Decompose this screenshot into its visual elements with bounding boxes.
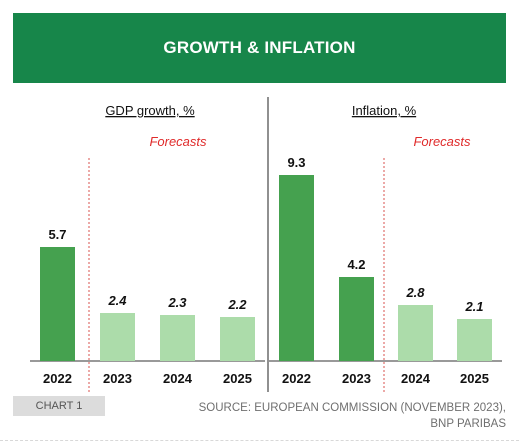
gdp-value-label-2024: 2.3: [167, 295, 187, 310]
gdp-bar-2023: [100, 313, 135, 361]
source-note: SOURCE: EUROPEAN COMMISSION (NOVEMBER 20…: [176, 400, 506, 432]
source-line-2: BNP PARIBAS: [430, 418, 506, 430]
gdp-x-tick-2024: 2024: [163, 371, 193, 386]
chart-title: GROWTH & INFLATION: [163, 38, 356, 57]
gdp-bar-2022: [40, 247, 75, 361]
gdp-bar-2024: [160, 315, 195, 361]
inflation-value-label-2023: 4.2: [347, 257, 365, 272]
gdp-value-label-2023: 2.4: [107, 293, 127, 308]
gdp-x-tick-2023: 2023: [103, 371, 132, 386]
inflation-bar-2023: [339, 277, 374, 361]
gdp-x-tick-2025: 2025: [223, 371, 252, 386]
inflation-bar-2025: [457, 319, 492, 361]
inflation-bar-2024: [398, 305, 433, 361]
chart-number-badge: CHART 1: [13, 396, 105, 416]
gdp-value-label-2025: 2.2: [227, 297, 247, 312]
inflation-bar-2022: [279, 175, 314, 361]
chart-header: GROWTH & INFLATION: [13, 13, 506, 83]
inflation-panel-title: Inflation, %: [352, 103, 417, 118]
gdp-x-tick-2022: 2022: [43, 371, 72, 386]
inflation-x-tick-2024: 2024: [401, 371, 431, 386]
source-line-1: SOURCE: EUROPEAN COMMISSION (NOVEMBER 20…: [198, 402, 506, 414]
inflation-value-label-2025: 2.1: [464, 299, 483, 314]
gdp-value-label-2022: 5.7: [48, 227, 66, 242]
gdp-bar-2025: [220, 317, 255, 361]
inflation-x-tick-2023: 2023: [342, 371, 371, 386]
inflation-value-label-2022: 9.3: [287, 155, 305, 170]
inflation-x-tick-2022: 2022: [282, 371, 311, 386]
inflation-forecast-label: Forecasts: [413, 134, 471, 149]
inflation-value-label-2024: 2.8: [405, 285, 425, 300]
bottom-divider: [0, 440, 519, 441]
gdp-forecast-label: Forecasts: [149, 134, 207, 149]
inflation-x-tick-2025: 2025: [460, 371, 489, 386]
gdp-panel-title: GDP growth, %: [105, 103, 195, 118]
